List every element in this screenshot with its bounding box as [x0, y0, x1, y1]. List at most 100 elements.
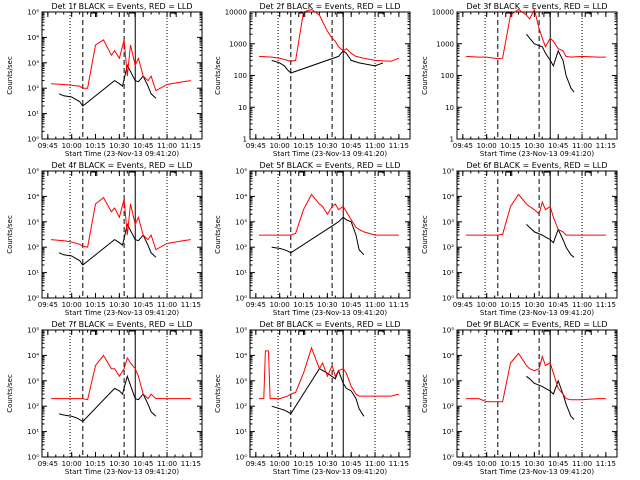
x-tick-label: 10:45: [341, 460, 361, 468]
y-tick-label: 1: [243, 136, 247, 144]
x-axis-label: Start Time (23-Nov-13 09:41:20): [480, 309, 594, 317]
y-axis-label: Counts/sec: [214, 56, 222, 95]
x-tick-label: 09:45: [453, 301, 473, 309]
interval-flag: [298, 171, 306, 176]
y-tick-label: 10⁴: [27, 352, 39, 360]
x-tick-label: 10:00: [62, 301, 82, 309]
panel-det-4: Det 4f BLACK = Events, RED = LLD Counts/s…: [6, 161, 203, 317]
y-tick-label: 10²: [27, 85, 39, 93]
y-tick-label: 10²: [235, 403, 247, 411]
x-tick-label: 10:30: [524, 301, 544, 309]
x-tick-label: 11:15: [181, 460, 201, 468]
events-series-line: [526, 375, 575, 420]
x-tick-label: 10:00: [270, 142, 290, 150]
y-tick-label: 10¹: [442, 269, 454, 277]
x-tick-label: 10:15: [85, 301, 105, 309]
lld-series-line: [466, 352, 606, 403]
interval-flag: [377, 330, 385, 335]
events-series-line: [271, 368, 365, 417]
panel-title: Det 7f BLACK = Events, RED = LLD: [51, 320, 192, 329]
x-axis-label: Start Time (23-Nov-13 09:41:20): [273, 309, 387, 317]
y-tick-label: 10³: [235, 218, 247, 226]
x-tick-label: 11:15: [389, 460, 409, 468]
events-series-line: [58, 222, 157, 266]
x-axis-label: Start Time (23-Nov-13 09:41:20): [480, 150, 594, 158]
panel-title: Det 2f BLACK = Events, RED = LLD: [259, 2, 400, 11]
y-tick-label: 10⁰: [442, 295, 454, 303]
x-tick-label: 10:30: [524, 460, 544, 468]
y-tick-label: 1: [450, 136, 454, 144]
y-tick-label: 10²: [235, 244, 247, 252]
y-tick-label: 10⁰: [235, 454, 247, 462]
x-tick-label: 11:15: [181, 142, 201, 150]
y-tick-label: 10⁰: [27, 454, 39, 462]
plot-frame: [456, 329, 618, 458]
x-tick-label: 09:45: [246, 301, 266, 309]
y-tick-label: 10¹: [27, 110, 39, 118]
interval-flag: [128, 330, 136, 335]
x-tick-label: 10:45: [133, 301, 153, 309]
y-tick-label: 10³: [27, 377, 39, 385]
x-tick-label: 10:30: [524, 142, 544, 150]
lld-series-line: [259, 193, 399, 236]
panel-det-6: Det 6f BLACK = Events, RED = LLD Counts/s…: [421, 161, 618, 317]
y-tick-label: 10000: [432, 9, 454, 17]
y-tick-label: 10³: [442, 377, 454, 385]
x-tick-label: 11:00: [365, 460, 385, 468]
x-tick-label: 11:15: [389, 301, 409, 309]
lld-series-line: [258, 8, 400, 62]
y-tick-label: 10⁴: [442, 352, 454, 360]
interval-flag: [169, 12, 177, 17]
interval-flag: [584, 330, 592, 335]
y-tick-label: 10⁴: [27, 34, 39, 42]
x-tick-label: 10:45: [133, 460, 153, 468]
panel-det-2: Det 2f BLACK = Events, RED = LLD Counts/s…: [214, 2, 411, 158]
x-tick-label: 11:00: [157, 142, 177, 150]
y-tick-label: 10²: [442, 403, 454, 411]
y-tick-label: 1000: [436, 40, 454, 48]
y-tick-label: 10⁵: [27, 9, 39, 17]
x-tick-label: 10:00: [477, 301, 497, 309]
x-tick-label: 11:15: [389, 142, 409, 150]
panel-det-7: Det 7f BLACK = Events, RED = LLD Counts/s…: [6, 320, 203, 476]
panel-det-8: Det 8f BLACK = Events, RED = LLD Counts/s…: [214, 320, 411, 476]
interval-flag: [584, 12, 592, 17]
interval-flag: [90, 330, 98, 335]
interval-flag: [90, 12, 98, 17]
y-tick-label: 10²: [442, 244, 454, 252]
y-axis-label: Counts/sec: [421, 56, 429, 95]
x-tick-label: 11:00: [157, 460, 177, 468]
panel-det-5: Det 5f BLACK = Events, RED = LLD Counts/s…: [214, 161, 411, 317]
x-tick-label: 10:15: [293, 301, 313, 309]
x-tick-label: 09:45: [246, 460, 266, 468]
interval-flag: [90, 171, 98, 176]
interval-flag: [128, 171, 136, 176]
y-tick-label: 10⁴: [235, 352, 247, 360]
y-tick-label: 10: [238, 104, 247, 112]
interval-flag: [298, 12, 306, 17]
x-axis-label: Start Time (23-Nov-13 09:41:20): [480, 468, 594, 476]
x-tick-label: 10:30: [317, 460, 337, 468]
x-tick-label: 09:45: [453, 460, 473, 468]
events-series-line: [58, 63, 157, 107]
interval-flag: [377, 171, 385, 176]
x-axis-label: Start Time (23-Nov-13 09:41:20): [273, 150, 387, 158]
y-tick-label: 10⁵: [27, 168, 39, 176]
events-series-line: [526, 33, 575, 93]
panel-det-3: Det 3f BLACK = Events, RED = LLD Counts/s…: [421, 2, 618, 158]
lld-series-line: [466, 193, 606, 236]
panel-title: Det 1f BLACK = Events, RED = LLD: [51, 2, 192, 11]
y-tick-label: 10⁵: [235, 327, 247, 335]
x-tick-label: 10:45: [341, 301, 361, 309]
y-tick-label: 10⁰: [27, 136, 39, 144]
interval-flag: [584, 171, 592, 176]
y-tick-label: 100: [234, 72, 247, 80]
x-tick-label: 09:45: [38, 460, 58, 468]
lld-series-line: [50, 196, 191, 251]
interval-flag: [169, 171, 177, 176]
y-axis-label: Counts/sec: [6, 215, 14, 254]
x-tick-label: 11:00: [572, 301, 592, 309]
interval-flag: [336, 12, 344, 17]
interval-flag: [377, 12, 385, 17]
